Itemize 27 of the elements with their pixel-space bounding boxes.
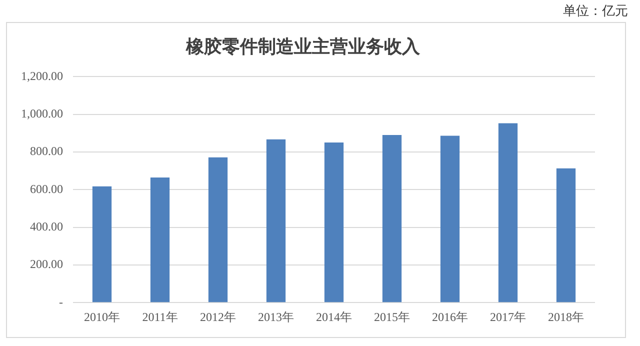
y-tick-label: 600.00 — [30, 182, 63, 196]
x-tick-label: 2015年 — [374, 310, 410, 324]
bar — [382, 134, 402, 302]
y-tick-label: 1,000.00 — [21, 106, 63, 120]
bar — [556, 168, 576, 302]
x-tick-label: 2016年 — [432, 310, 468, 324]
x-tick-label: 2018年 — [548, 310, 584, 324]
x-tick-label: 2012年 — [200, 310, 236, 324]
x-tick-label: 2014年 — [316, 310, 352, 324]
x-tick-label: 2013年 — [258, 310, 294, 324]
bar — [208, 157, 228, 302]
bar — [440, 136, 460, 302]
bar — [498, 123, 518, 302]
chart-title: 橡胶零件制造业主营业务收入 — [185, 36, 421, 56]
x-tick-label: 2010年 — [84, 310, 120, 324]
x-tick-label: 2017年 — [490, 310, 526, 324]
y-tick-label: - — [59, 294, 63, 309]
y-tick-label: 400.00 — [30, 219, 63, 234]
bar — [150, 178, 170, 302]
y-tick-label: 1,200.00 — [21, 68, 63, 83]
x-tick-label: 2011年 — [142, 310, 178, 324]
text: 单位：亿元 — [563, 2, 628, 20]
bar — [266, 139, 286, 302]
y-tick-label: 800.00 — [30, 144, 63, 158]
bar — [324, 142, 344, 302]
y-tick-label: 200.00 — [30, 257, 63, 272]
bar — [92, 186, 112, 302]
